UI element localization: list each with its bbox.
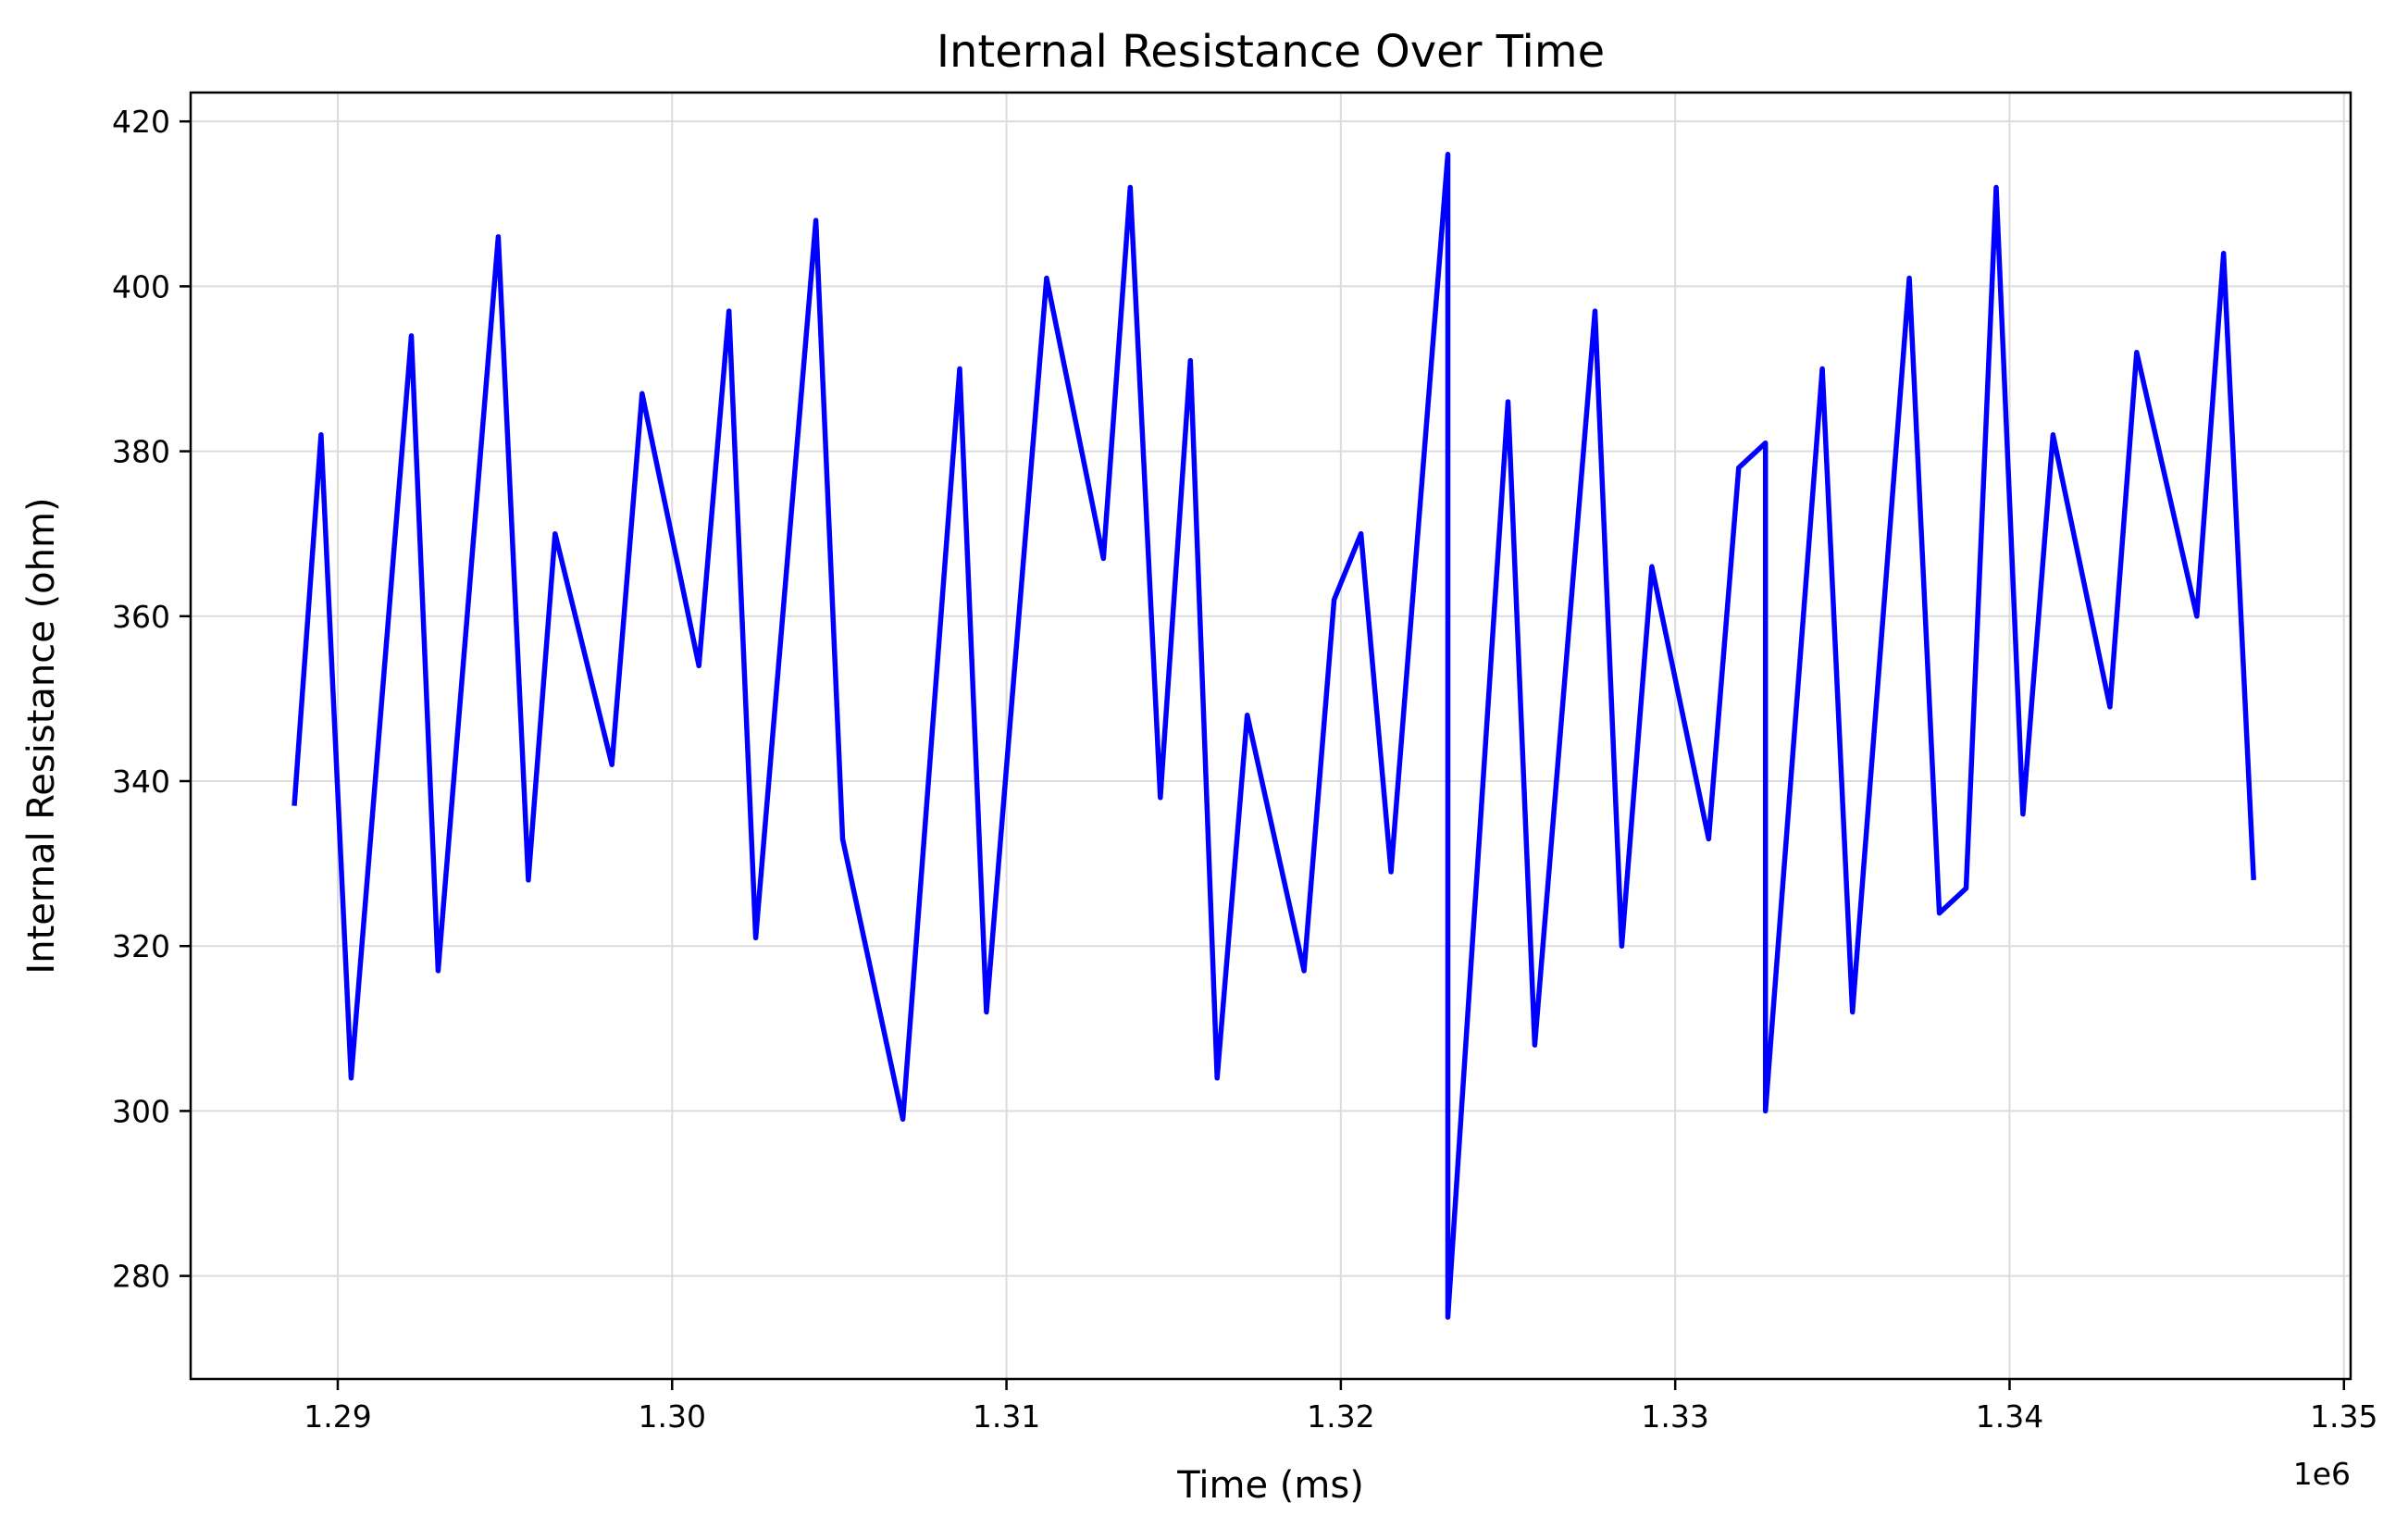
x-tick-label: 1.34 <box>1976 1398 2043 1435</box>
series-line <box>292 152 2256 1320</box>
y-axis-ticks: 280 300 320 340 360 380 400 420 <box>112 104 191 1295</box>
x-axis-label: Time (ms) <box>1176 1464 1364 1507</box>
x-tick-label: 1.31 <box>973 1398 1040 1435</box>
series-layer <box>292 152 2256 1320</box>
y-tick-label: 360 <box>112 599 170 635</box>
chart-title: Internal Resistance Over Time <box>937 26 1605 78</box>
y-axis-label: Internal Resistance (ohm) <box>20 497 63 974</box>
y-gridlines <box>191 120 2351 1277</box>
y-tick-label: 300 <box>112 1093 170 1129</box>
x-tick-label: 1.29 <box>304 1398 371 1435</box>
y-tick-label: 320 <box>112 928 170 964</box>
x-gridlines <box>336 93 2345 1379</box>
y-tick-label: 280 <box>112 1259 170 1295</box>
y-tick-label: 340 <box>112 764 170 800</box>
x-tick-label: 1.35 <box>2310 1398 2377 1435</box>
x-tick-label: 1.32 <box>1307 1398 1374 1435</box>
x-tick-label: 1.33 <box>1641 1398 1708 1435</box>
plot-frame <box>189 91 2352 1381</box>
y-tick-label: 380 <box>112 434 170 470</box>
y-tick-label: 400 <box>112 268 170 304</box>
y-tick-label: 420 <box>112 104 170 140</box>
x-axis-offset-label: 1e6 <box>2293 1456 2351 1492</box>
x-axis-ticks: 1.29 1.30 1.31 1.32 1.33 1.34 1.35 <box>304 1379 2378 1435</box>
x-tick-label: 1.30 <box>639 1398 706 1435</box>
